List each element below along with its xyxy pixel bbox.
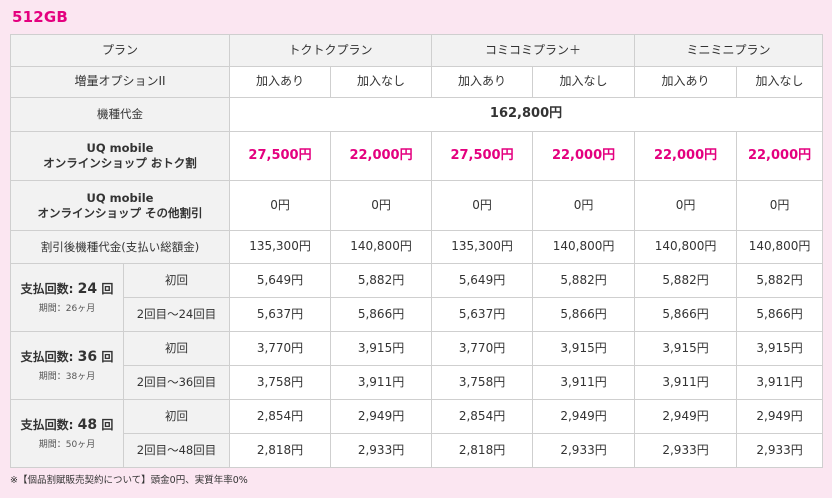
contract-note: ※【個品割賦販売契約について】頭金0円、実質年率0%: [10, 475, 248, 486]
payment-value: 3,915円: [330, 331, 433, 366]
payment-value: 3,758円: [229, 365, 332, 400]
installment-48-first-row: 支払回数: 48 回 期間：50ヶ月 初回 2,854円 2,949円 2,85…: [10, 399, 824, 468]
other-discount-value: 0円: [330, 180, 433, 231]
payment-value: 3,915円: [532, 331, 636, 366]
other-discount-value: 0円: [229, 180, 332, 231]
other-discount-value: 0円: [532, 180, 636, 231]
payment-value: 3,758円: [431, 365, 534, 400]
option-without: 加入なし: [532, 66, 636, 98]
option-label: 増量オプションII: [9, 66, 231, 98]
payment-value: 5,882円: [736, 263, 824, 298]
payment-value: 2,854円: [229, 399, 332, 434]
payment-value: 2,933円: [330, 433, 433, 468]
payment-value: 3,911円: [330, 365, 433, 400]
after-discount-value: 140,800円: [634, 230, 738, 264]
option-header-row: 増量オプションII 加入あり 加入なし 加入あり 加入なし 加入あり 加入なし: [9, 66, 824, 98]
plan-minimini: ミニミニプラン: [634, 34, 824, 67]
otoku-discount-label: UQ mobile オンラインショップ おトク割: [9, 131, 231, 181]
first-payment-label: 初回: [122, 331, 231, 366]
otoku-discount-value: 22,000円: [736, 131, 824, 181]
rest-payment-label: 2回目〜48回目: [122, 433, 231, 468]
after-discount-value: 140,800円: [532, 230, 636, 264]
option-with: 加入あり: [634, 66, 738, 98]
plan-label: プラン: [9, 34, 231, 67]
payment-value: 5,882円: [532, 263, 636, 298]
payment-value: 3,770円: [431, 331, 534, 366]
payment-value: 2,933円: [532, 433, 636, 468]
payment-value: 3,911円: [736, 365, 824, 400]
payment-value: 2,854円: [431, 399, 534, 434]
installment-36-first-row: 支払回数: 36 回 期間：38ヶ月 初回 3,770円 3,915円 3,77…: [10, 331, 824, 400]
other-discount-value: 0円: [634, 180, 738, 231]
payment-value: 3,915円: [634, 331, 738, 366]
payment-value: 3,911円: [634, 365, 738, 400]
payment-value: 5,866円: [532, 297, 636, 332]
after-discount-value: 135,300円: [431, 230, 534, 264]
plan-tokutoku: トクトクプラン: [229, 34, 433, 67]
after-discount-value: 135,300円: [229, 230, 332, 264]
installment-24-first-row: 支払回数: 24 回 期間：26ヶ月 初回 5,649円 5,882円 5,64…: [10, 263, 824, 332]
option-without: 加入なし: [330, 66, 433, 98]
other-discount-value: 0円: [736, 180, 824, 231]
payment-value: 5,866円: [736, 297, 824, 332]
payment-value: 2,949円: [634, 399, 738, 434]
payment-value: 5,882円: [330, 263, 433, 298]
other-discount-value: 0円: [431, 180, 534, 231]
payment-value: 2,949円: [736, 399, 824, 434]
otoku-discount-value: 22,000円: [532, 131, 636, 181]
payment-value: 5,649円: [229, 263, 332, 298]
first-payment-label: 初回: [122, 263, 231, 298]
storage-title: 512GB: [12, 8, 69, 26]
after-discount-row: 割引後機種代金(支払い総額金) 135,300円 140,800円 135,30…: [9, 230, 824, 264]
installment-36-label: 支払回数: 36 回 期間：38ヶ月: [10, 331, 124, 400]
otoku-discount-value: 27,500円: [229, 131, 332, 181]
payment-value: 3,915円: [736, 331, 824, 366]
payment-value: 5,866円: [634, 297, 738, 332]
payment-value: 2,949円: [532, 399, 636, 434]
option-with: 加入あり: [229, 66, 332, 98]
after-discount-label: 割引後機種代金(支払い総額金): [9, 230, 231, 264]
installment-48-rest-row: 2回目〜48回目 2,818円 2,933円 2,818円 2,933円 2,9…: [11, 433, 824, 468]
other-discount-row: UQ mobile オンラインショップ その他割引 0円 0円 0円 0円 0円 …: [9, 180, 824, 231]
rest-payment-label: 2回目〜24回目: [122, 297, 231, 332]
installment-36-rest-row: 2回目〜36回目 3,758円 3,911円 3,758円 3,911円 3,9…: [11, 365, 824, 400]
installment-24-label: 支払回数: 24 回 期間：26ヶ月: [10, 263, 124, 332]
other-discount-label: UQ mobile オンラインショップ その他割引: [9, 180, 231, 231]
payment-value: 5,637円: [431, 297, 534, 332]
payment-value: 5,649円: [431, 263, 534, 298]
payment-value: 2,818円: [229, 433, 332, 468]
first-payment-label: 初回: [122, 399, 231, 434]
rest-payment-label: 2回目〜36回目: [122, 365, 231, 400]
otoku-discount-row: UQ mobile オンラインショップ おトク割 27,500円 22,000円 …: [9, 131, 824, 181]
otoku-discount-value: 22,000円: [330, 131, 433, 181]
installment-48-label: 支払回数: 48 回 期間：50ヶ月: [10, 399, 124, 468]
after-discount-value: 140,800円: [736, 230, 824, 264]
payment-value: 5,637円: [229, 297, 332, 332]
device-price-value: 162,800円: [229, 97, 824, 132]
plan-header-row: プラン トクトクプラン コミコミプラン＋ ミニミニプラン: [9, 34, 824, 67]
otoku-discount-value: 27,500円: [431, 131, 534, 181]
payment-value: 2,818円: [431, 433, 534, 468]
payment-value: 2,933円: [736, 433, 824, 468]
plan-komikomi-plus: コミコミプラン＋: [431, 34, 636, 67]
otoku-discount-value: 22,000円: [634, 131, 738, 181]
payment-value: 2,949円: [330, 399, 433, 434]
device-price-row: 機種代金 162,800円: [9, 97, 824, 132]
option-with: 加入あり: [431, 66, 534, 98]
payment-value: 3,770円: [229, 331, 332, 366]
payment-value: 5,882円: [634, 263, 738, 298]
installment-24-rest-row: 2回目〜24回目 5,637円 5,866円 5,637円 5,866円 5,8…: [11, 297, 824, 332]
after-discount-value: 140,800円: [330, 230, 433, 264]
payment-value: 2,933円: [634, 433, 738, 468]
option-without: 加入なし: [736, 66, 824, 98]
payment-value: 3,911円: [532, 365, 636, 400]
device-price-label: 機種代金: [9, 97, 231, 132]
payment-value: 5,866円: [330, 297, 433, 332]
price-table: プラン トクトクプラン コミコミプラン＋ ミニミニプラン 増量オプションII 加…: [9, 34, 824, 468]
